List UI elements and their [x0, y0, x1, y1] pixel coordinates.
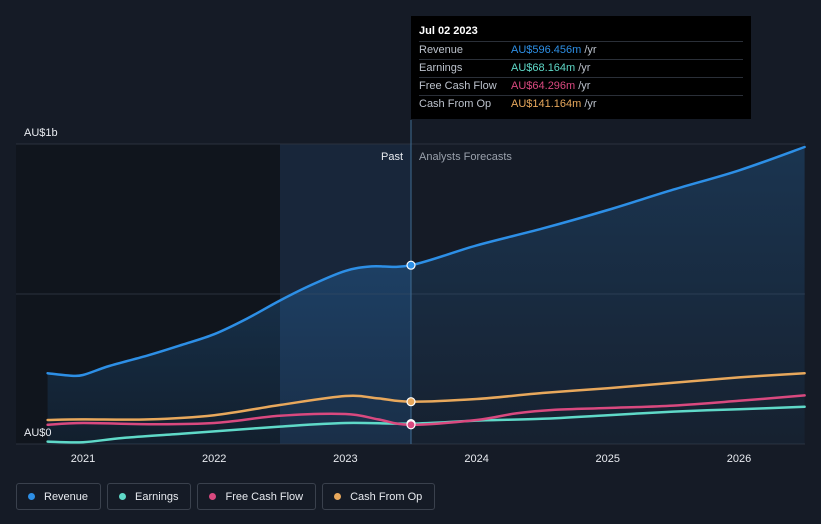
past-label: Past [381, 151, 403, 163]
tooltip-label: Revenue [419, 44, 464, 56]
legend-dot-icon [209, 493, 217, 500]
tooltip-value: AU$68.164m [511, 62, 576, 74]
cash-from-op-marker [406, 397, 416, 407]
tooltip-row-revenue: Revenue AU$596.456m /yr [419, 41, 743, 59]
tooltip-value: AU$596.456m [511, 44, 582, 56]
tooltip-unit: /yr [578, 62, 591, 74]
legend-dot-icon [119, 493, 127, 500]
x-tick-label: 2026 [727, 453, 751, 465]
y-tick-top: AU$1b [24, 127, 58, 139]
legend-label: Earnings [135, 490, 179, 503]
y-tick-bottom: AU$0 [24, 427, 52, 439]
tooltip-row-earnings: Earnings AU$68.164m /yr [419, 59, 743, 77]
tooltip-row-cfo: Cash From Op AU$141.164m /yr [419, 95, 743, 113]
legend-revenue-button[interactable]: Revenue [16, 483, 102, 510]
cash-from-op-line [46, 371, 806, 422]
tooltip-value: AU$141.164m [511, 98, 582, 110]
x-tick-label: 2022 [202, 453, 226, 465]
tooltip: Jul 02 2023 Revenue AU$596.456m /yr Earn… [411, 16, 751, 119]
tooltip-label: Cash From Op [419, 98, 492, 110]
revenue-marker [406, 260, 416, 270]
legend-earnings-button[interactable]: Earnings [107, 483, 192, 510]
legend: Revenue Earnings Free Cash Flow Cash Fro… [16, 483, 436, 510]
x-tick-label: 2021 [71, 453, 95, 465]
tooltip-label: Free Cash Flow [419, 80, 497, 92]
revenue-area-forecast [411, 147, 805, 444]
legend-label: Revenue [44, 490, 89, 503]
legend-cfo-button[interactable]: Cash From Op [322, 483, 436, 510]
tooltip-value: AU$64.296m [511, 80, 576, 92]
legend-dot-icon [28, 493, 35, 500]
free-cash-flow-marker [406, 420, 416, 430]
legend-fcf-button[interactable]: Free Cash Flow [197, 483, 317, 510]
x-tick-label: 2023 [333, 453, 357, 465]
tooltip-date: Jul 02 2023 [419, 25, 478, 37]
legend-label: Cash From Op [350, 490, 423, 503]
x-tick-label: 2025 [596, 453, 620, 465]
tooltip-unit: /yr [584, 98, 597, 110]
forecast-label: Analysts Forecasts [419, 151, 512, 163]
x-tick-label: 2024 [464, 453, 488, 465]
tooltip-unit: /yr [578, 80, 591, 92]
tooltip-row-fcf: Free Cash Flow AU$64.296m /yr [419, 77, 743, 95]
tooltip-label: Earnings [419, 62, 463, 74]
legend-dot-icon [334, 493, 342, 500]
legend-label: Free Cash Flow [225, 490, 304, 503]
revenue-line [46, 145, 806, 378]
tooltip-unit: /yr [584, 44, 597, 56]
